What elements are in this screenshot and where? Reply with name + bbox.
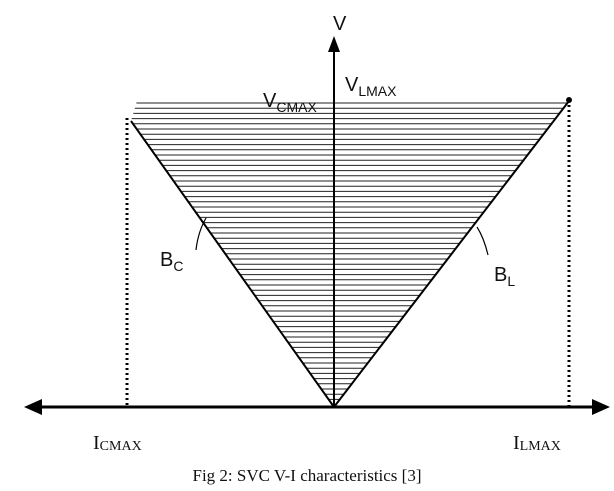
bl-label: BL: [494, 264, 515, 289]
bl-line: [333, 100, 570, 408]
operating-region-hatching: [131, 102, 568, 400]
v-axis-label: V: [333, 13, 347, 35]
bc-line: [130, 120, 335, 408]
horizontal-axis-right-arrowhead: [592, 399, 610, 415]
vlmax-label: VLMAX: [345, 74, 397, 99]
horizontal-axis-left-arrowhead: [24, 399, 42, 415]
figure-caption: Fig 2: SVC V-I characteristics [3]: [192, 466, 422, 485]
bc-label: BC: [160, 249, 183, 274]
vertical-axis-arrowhead: [328, 36, 340, 52]
bl-leader: [476, 226, 489, 256]
bc-leader: [195, 217, 207, 251]
vcmax-label: VCMAX: [263, 90, 317, 115]
ilmax-label: ILMAX: [513, 432, 561, 454]
icmax-label: ICMAX: [93, 432, 142, 454]
vlmax-corner-dot: [566, 97, 572, 103]
